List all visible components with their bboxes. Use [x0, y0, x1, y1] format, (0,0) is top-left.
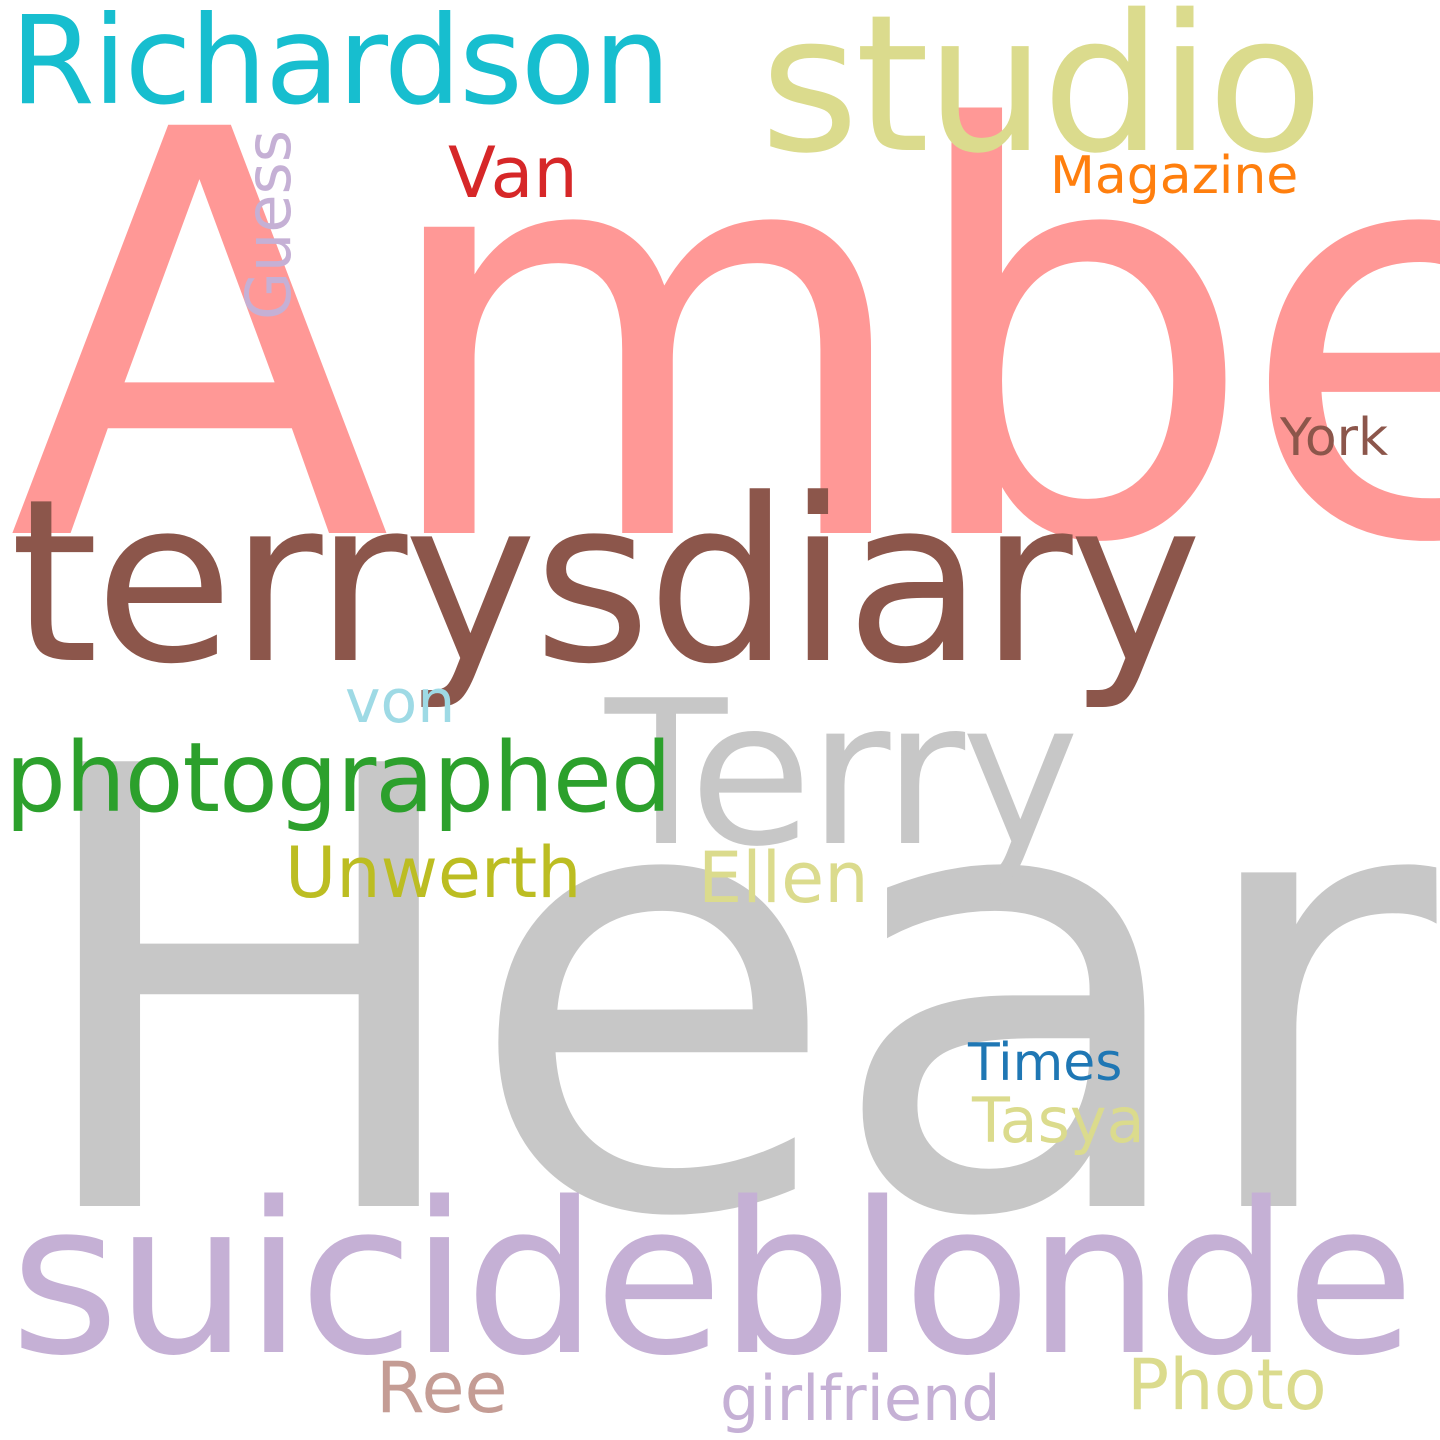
word-times: Times [968, 1033, 1123, 1093]
word-tasya: Tasya [972, 1084, 1145, 1157]
word-magazine: Magazine [1050, 146, 1299, 206]
word-terrysdiary: terrysdiary [10, 451, 1202, 714]
word-suicideblonde: suicideblonde [10, 1157, 1415, 1402]
word-photo: Photo [1127, 1344, 1327, 1426]
word-unwerth: Unwerth [285, 832, 582, 914]
word-richardson: Richardson [10, 0, 671, 132]
word-york: York [1280, 408, 1389, 468]
word-terry: Terry [605, 658, 1080, 891]
word-ellen: Ellen [698, 837, 869, 919]
word-studio: studio [760, 0, 1324, 195]
word-guess: Guess [232, 129, 305, 320]
word-van: Van [448, 132, 578, 214]
word-von: von [345, 667, 456, 737]
word-heard: Heard [20, 640, 1440, 1350]
word-photographed: photographed [5, 722, 672, 834]
word-ree: Ree [376, 1347, 508, 1429]
word-girlfriend: girlfriend [720, 1362, 1001, 1435]
word-amber: Amber [8, 14, 1440, 666]
